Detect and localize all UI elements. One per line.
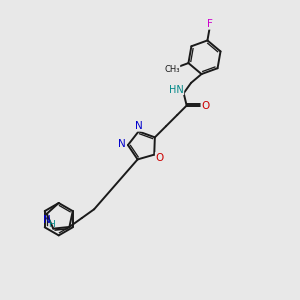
Text: HN: HN: [169, 85, 184, 95]
Text: H: H: [48, 220, 55, 229]
Text: F: F: [207, 19, 213, 29]
Text: CH₃: CH₃: [164, 65, 180, 74]
Text: N: N: [118, 139, 126, 148]
Text: O: O: [201, 100, 209, 111]
Text: N: N: [43, 215, 51, 225]
Text: O: O: [155, 153, 164, 163]
Text: N: N: [135, 121, 142, 131]
